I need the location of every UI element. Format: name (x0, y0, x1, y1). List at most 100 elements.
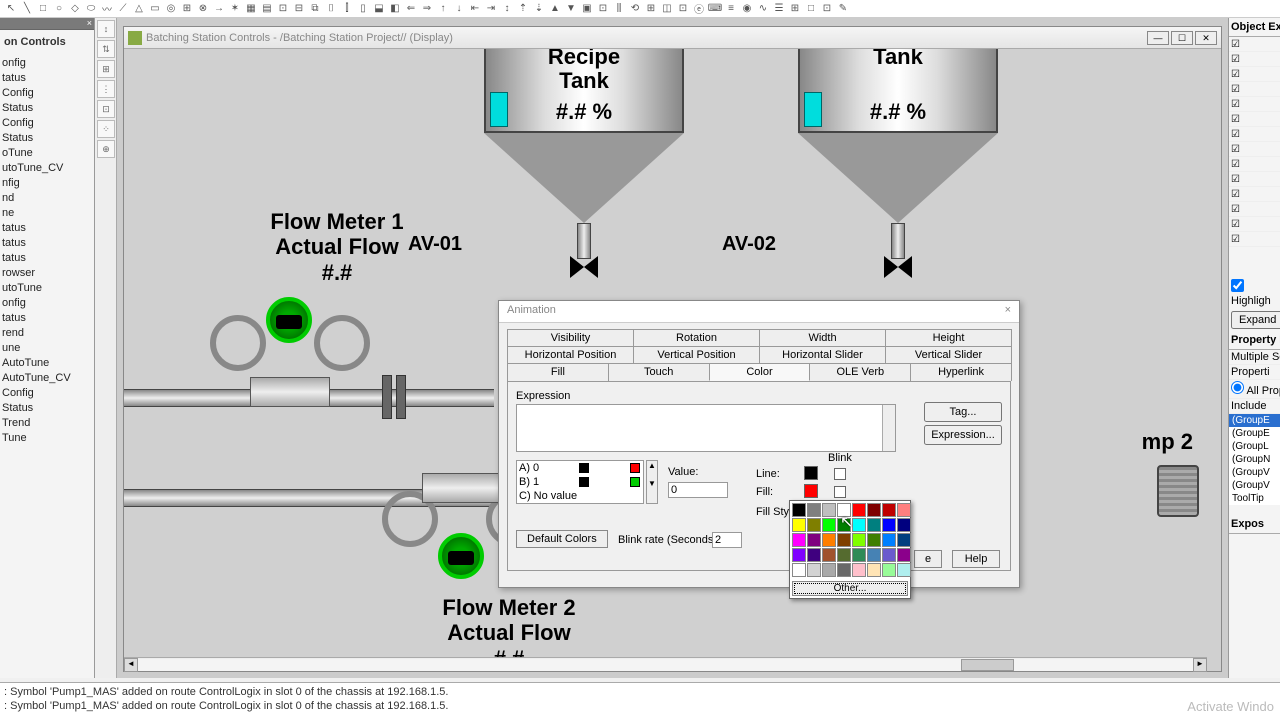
color-swatch[interactable] (852, 518, 866, 532)
color-swatch[interactable] (807, 518, 821, 532)
color-swatch[interactable] (822, 563, 836, 577)
tree-item[interactable]: oTune (2, 146, 94, 161)
vtool-icon[interactable]: ⊕ (97, 140, 115, 158)
other-color-button[interactable]: Other... (792, 581, 908, 596)
color-swatch[interactable] (822, 533, 836, 547)
toolbar-icon[interactable]: ⇣ (532, 2, 546, 16)
pump-2[interactable] (1157, 465, 1199, 517)
tree-item[interactable]: nfig (2, 176, 94, 191)
color-swatch[interactable] (867, 533, 881, 547)
toolbar-icon[interactable]: 〰 (100, 2, 114, 16)
vtool-icon[interactable]: ⇅ (97, 40, 115, 58)
tab-touch[interactable]: Touch (608, 363, 710, 381)
tree-item[interactable]: onfig (2, 296, 94, 311)
color-swatch[interactable] (792, 503, 806, 517)
color-swatch[interactable] (882, 503, 896, 517)
object-tree-item[interactable] (1229, 67, 1280, 82)
tree-item[interactable]: une (2, 341, 94, 356)
horizontal-scrollbar[interactable]: ◄► (124, 657, 1207, 671)
tree-item[interactable]: utoTune_CV (2, 161, 94, 176)
object-tree-item[interactable] (1229, 112, 1280, 127)
line-color-swatch[interactable] (804, 466, 818, 480)
toolbar-icon[interactable]: ⇡ (516, 2, 530, 16)
tree-item[interactable]: Config (2, 386, 94, 401)
highlight-checkbox[interactable] (1231, 279, 1244, 292)
object-tree-item[interactable] (1229, 127, 1280, 142)
valve-1-icon[interactable] (570, 256, 598, 278)
color-list-row[interactable]: B) 1 (517, 475, 643, 489)
property-item[interactable]: ToolTip (1229, 492, 1280, 505)
toolbar-icon[interactable]: ◇ (68, 2, 82, 16)
toolbar-icon[interactable]: ✎ (836, 2, 850, 16)
color-swatch[interactable] (882, 548, 896, 562)
toolbar-icon[interactable]: → (212, 2, 226, 16)
toolbar-icon[interactable]: ⊡ (676, 2, 690, 16)
color-swatch[interactable] (897, 518, 911, 532)
toolbar-icon[interactable]: □ (804, 2, 818, 16)
object-tree-item[interactable] (1229, 232, 1280, 247)
tree-item[interactable]: tatus (2, 236, 94, 251)
tree-item[interactable]: Status (2, 401, 94, 416)
toolbar-icon[interactable]: ▭ (148, 2, 162, 16)
toolbar-icon[interactable]: ⓔ (692, 2, 706, 16)
all-props-radio[interactable] (1231, 381, 1244, 394)
color-swatch[interactable] (822, 548, 836, 562)
flowmeter-1[interactable] (210, 297, 370, 407)
tree-item[interactable]: utoTune (2, 281, 94, 296)
close-icon[interactable]: ✕ (1195, 31, 1217, 45)
property-item[interactable]: (GroupE (1229, 427, 1280, 440)
object-tree-item[interactable] (1229, 157, 1280, 172)
color-list-row[interactable]: C) No value (517, 489, 643, 503)
color-swatch[interactable] (792, 563, 806, 577)
tree-item[interactable]: Trend (2, 416, 94, 431)
toolbar-icon[interactable]: ◫ (660, 2, 674, 16)
color-swatch[interactable] (852, 503, 866, 517)
color-swatch[interactable] (792, 533, 806, 547)
color-swatch[interactable] (897, 533, 911, 547)
toolbar-icon[interactable]: ▦ (244, 2, 258, 16)
tab-ole-verb[interactable]: OLE Verb (809, 363, 911, 381)
tab-visibility[interactable]: Visibility (507, 329, 634, 346)
tank-1[interactable]: MasterRecipeTank #.# % AV-01 (484, 49, 684, 278)
toolbar-icon[interactable]: ⊞ (644, 2, 658, 16)
toolbar-icon[interactable]: ▯ (356, 2, 370, 16)
color-swatch[interactable] (867, 518, 881, 532)
color-swatch[interactable] (852, 563, 866, 577)
toolbar-icon[interactable]: ⧉ (308, 2, 322, 16)
tab-vertical-position[interactable]: Vertical Position (633, 346, 760, 363)
blink-fill-checkbox[interactable] (834, 486, 846, 498)
toolbar-icon[interactable]: ⇐ (404, 2, 418, 16)
tree-item[interactable]: rend (2, 326, 94, 341)
fill-color-swatch[interactable] (804, 484, 818, 498)
tree-item[interactable]: nd (2, 191, 94, 206)
blinkrate-input[interactable] (712, 532, 742, 548)
tree-item[interactable]: Config (2, 116, 94, 131)
toolbar-icon[interactable]: □ (36, 2, 50, 16)
color-swatch[interactable] (882, 533, 896, 547)
property-item[interactable]: (GroupL (1229, 440, 1280, 453)
property-item[interactable]: (GroupN (1229, 453, 1280, 466)
object-tree-item[interactable] (1229, 187, 1280, 202)
toolbar-icon[interactable]: ⬓ (372, 2, 386, 16)
tree-item[interactable]: onfig (2, 56, 94, 71)
color-list-row[interactable]: A) 0 (517, 461, 643, 475)
color-swatch[interactable] (837, 563, 851, 577)
toolbar-icon[interactable]: ╲ (20, 2, 34, 16)
toolbar-icon[interactable]: ↑ (436, 2, 450, 16)
default-colors-button[interactable]: Default Colors (516, 530, 608, 548)
toolbar-icon[interactable]: △ (132, 2, 146, 16)
toolbar-icon[interactable]: ⇤ (468, 2, 482, 16)
tab-horizontal-slider[interactable]: Horizontal Slider (759, 346, 886, 363)
property-item[interactable]: (GroupE (1229, 414, 1280, 427)
expand-button[interactable]: Expand (1231, 311, 1280, 329)
property-item[interactable]: (GroupV (1229, 466, 1280, 479)
maximize-icon[interactable]: ☐ (1171, 31, 1193, 45)
toolbar-icon[interactable]: ⊡ (276, 2, 290, 16)
toolbar-icon[interactable]: ◉ (740, 2, 754, 16)
object-tree-item[interactable] (1229, 97, 1280, 112)
toolbar-icon[interactable]: ⊡ (820, 2, 834, 16)
object-tree-item[interactable] (1229, 172, 1280, 187)
color-swatch[interactable] (882, 563, 896, 577)
tree-item[interactable]: tatus (2, 71, 94, 86)
color-swatch[interactable] (822, 518, 836, 532)
